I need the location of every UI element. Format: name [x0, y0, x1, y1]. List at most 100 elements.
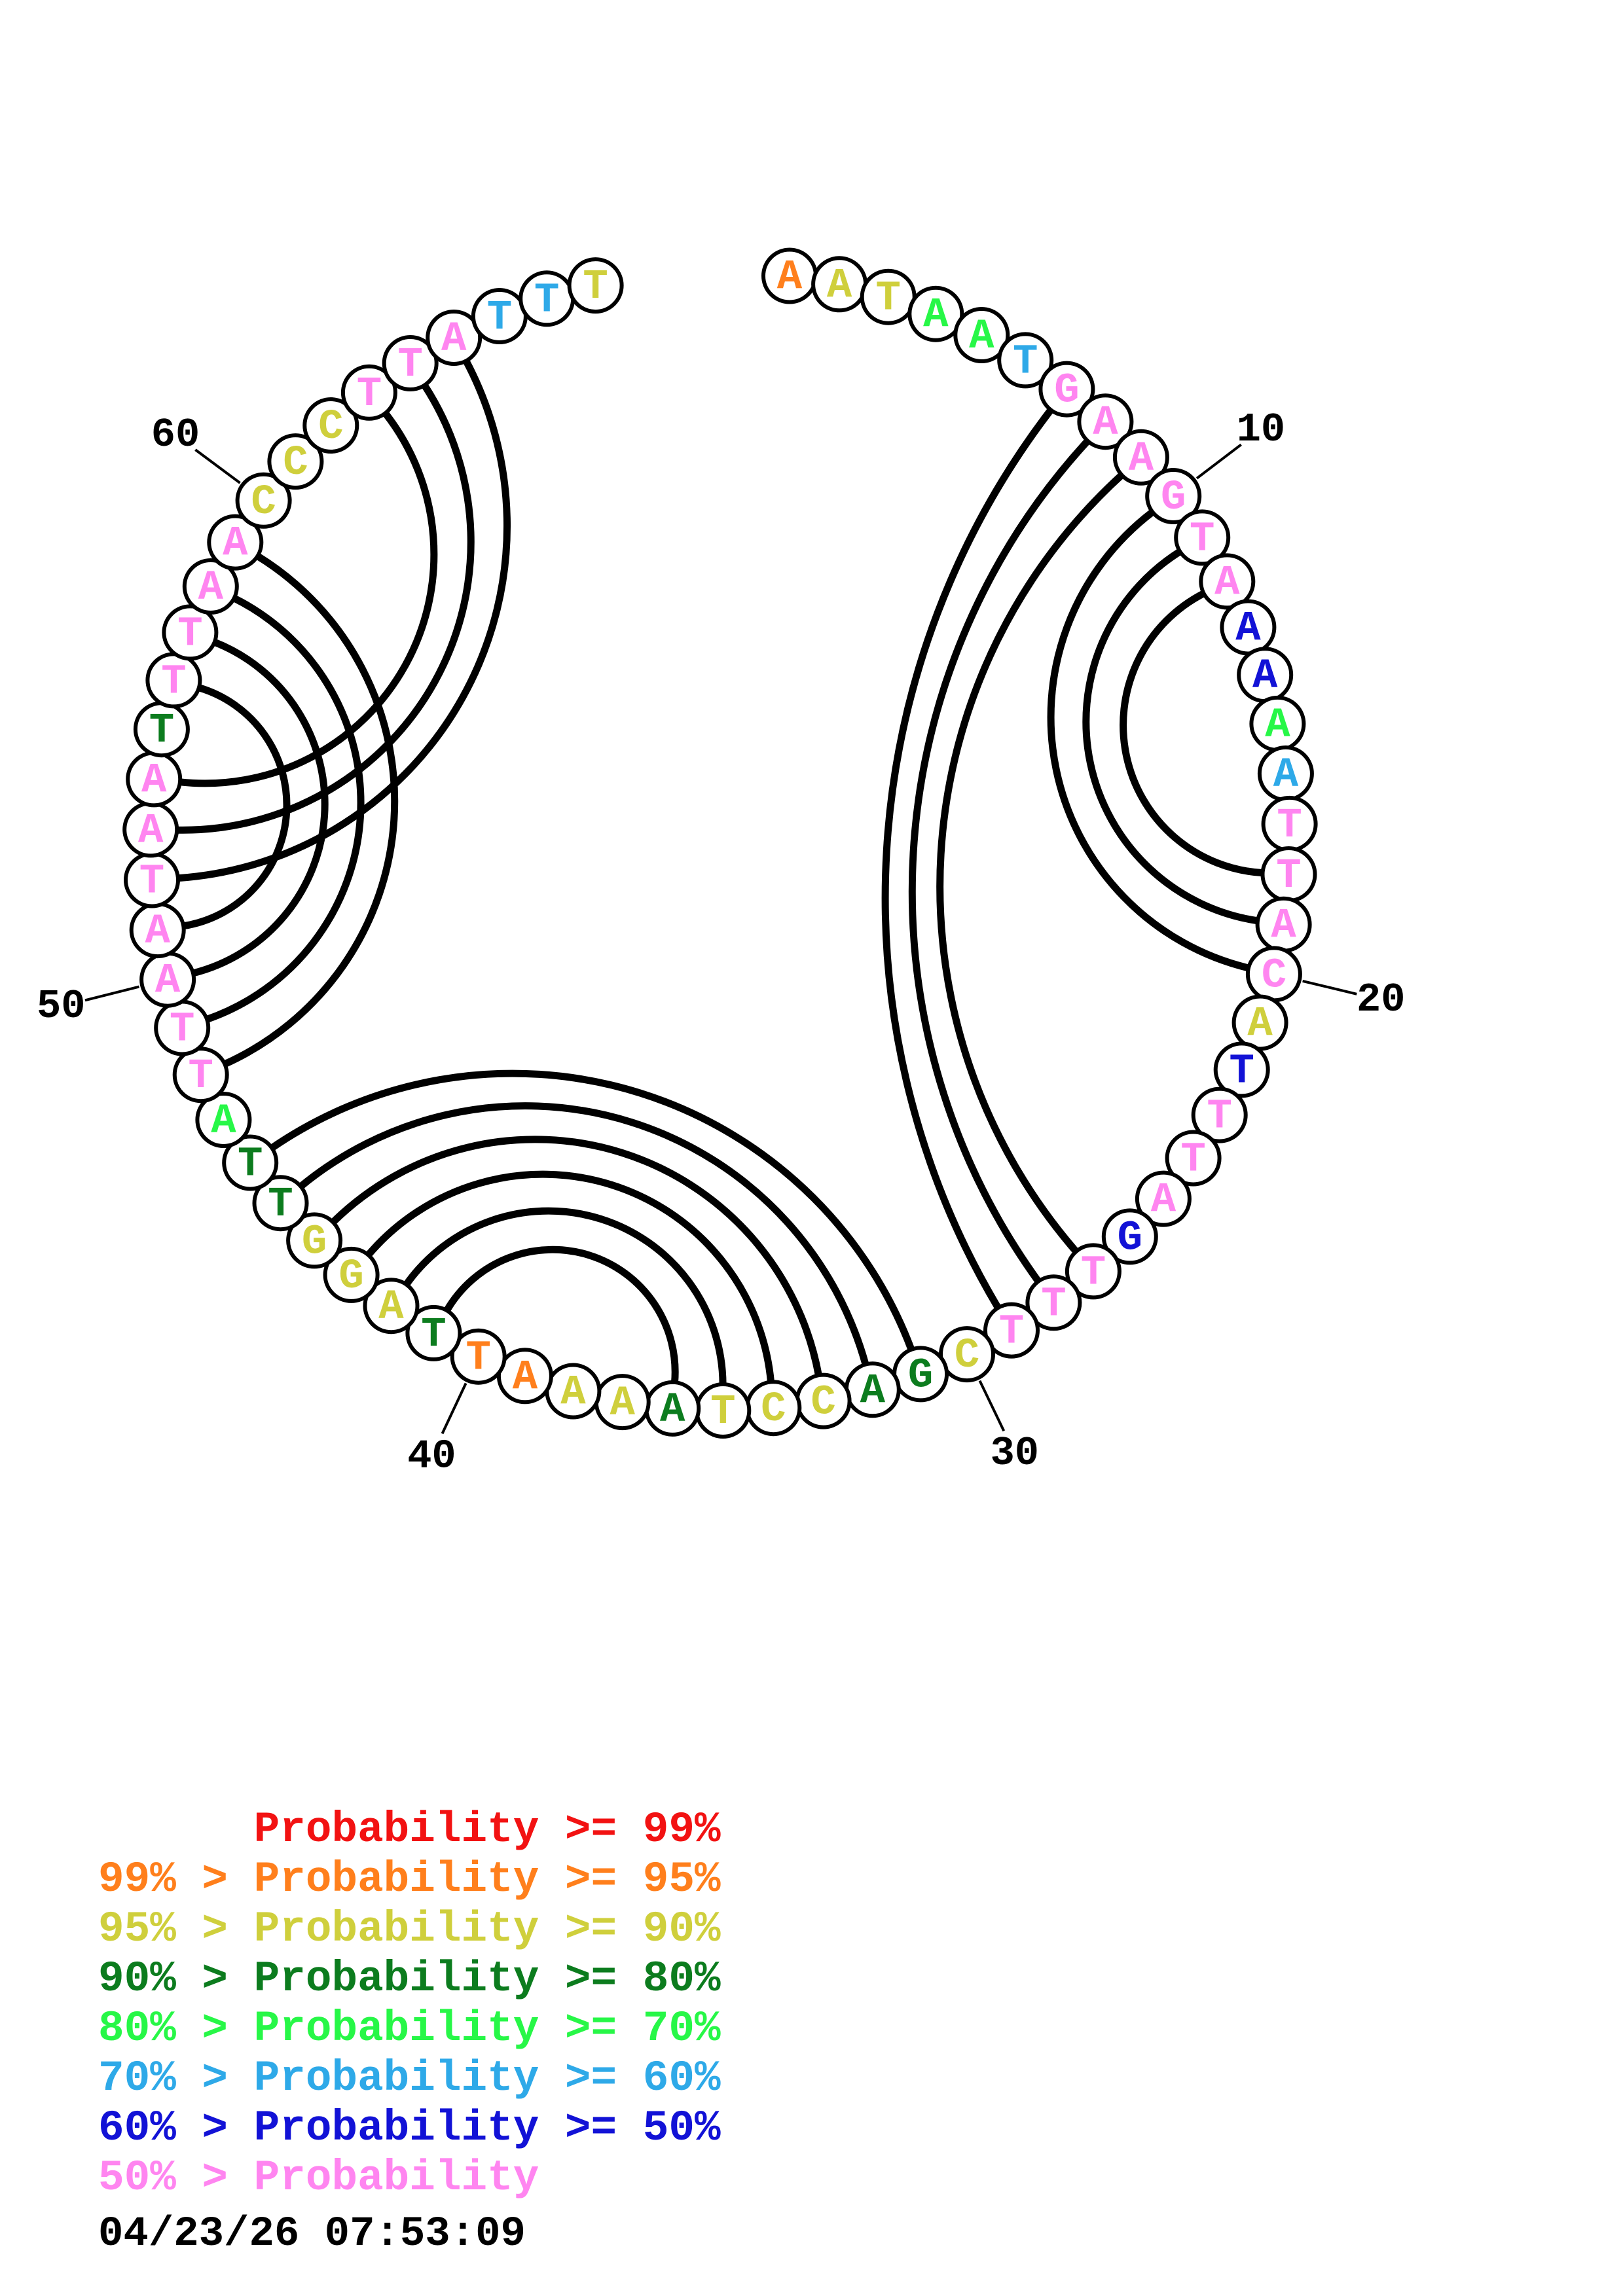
nucleotide-letter: A	[1265, 702, 1290, 749]
nucleotide-letter: C	[955, 1333, 979, 1380]
nucleotide-letter: T	[397, 342, 422, 389]
pair-arc	[173, 382, 475, 834]
pair-arc	[179, 684, 291, 930]
nucleotide-letter: A	[138, 808, 164, 855]
nucleotide-letter: T	[188, 1053, 213, 1100]
nucleotide-letter: G	[302, 1219, 327, 1266]
nucleotide-letter: T	[139, 859, 164, 906]
legend-line: 50% > Probability	[98, 2153, 539, 2202]
nucleotide-node	[235, 472, 292, 529]
nucleotide-letter: A	[827, 262, 852, 310]
nucleotide-node	[1077, 393, 1134, 450]
nucleotide-node	[953, 307, 1010, 363]
position-label-pointer	[1195, 443, 1242, 480]
position-label-pointer	[194, 448, 241, 484]
nucleotide-letter: A	[777, 255, 803, 302]
nucleotide-letter: T	[1180, 1137, 1205, 1184]
position-label: 40	[407, 1433, 456, 1479]
position-label: 20	[1357, 977, 1405, 1023]
nucleotide-letter: T	[1041, 1281, 1066, 1328]
nucleotide-letter: A	[969, 314, 994, 361]
probability-legend: Probability >= 99% 99% > Probability >= 9…	[98, 1805, 721, 2203]
nucleotide-letter: A	[441, 316, 467, 363]
nucleotide-letter: A	[141, 757, 167, 804]
nucleotide-node	[302, 397, 359, 454]
position-label: 60	[151, 412, 200, 458]
nucleotide-node	[567, 257, 624, 314]
nucleotide-letter: C	[811, 1380, 835, 1427]
nucleotide-letter: A	[198, 565, 224, 612]
nucleotide-letter: A	[1235, 606, 1261, 653]
nucleotide-node	[1101, 1208, 1158, 1265]
nucleotide-node	[1145, 468, 1202, 524]
pair-arc	[203, 594, 365, 1023]
nucleotide-letter: T	[1013, 338, 1038, 386]
nucleotide-letter: A	[923, 293, 949, 340]
nucleotide-node	[1191, 1086, 1248, 1143]
nucleotide-letter: T	[1190, 516, 1214, 563]
nucleotide-letter: A	[223, 521, 248, 568]
position-label-pointer	[978, 1380, 1006, 1432]
nucleotide-node	[1165, 1130, 1222, 1187]
nucleotide-node	[363, 1278, 420, 1335]
nucleotide-letter: A	[660, 1387, 685, 1434]
nucleotide-letter: G	[908, 1352, 933, 1399]
nucleotide-node	[1135, 1170, 1192, 1227]
nucleotide-letter: A	[1273, 752, 1299, 799]
nucleotide-node	[252, 1175, 309, 1232]
pair-arc	[908, 437, 1091, 1285]
nucleotide-node	[207, 514, 264, 571]
pair-arc	[221, 552, 399, 1068]
nucleotide-letter: C	[251, 479, 276, 526]
nucleotide-letter: T	[170, 1007, 194, 1054]
pair-arc	[189, 638, 329, 977]
nucleotide-node	[997, 332, 1054, 389]
nucleotide-node	[286, 1212, 343, 1269]
nucleotide-letter: T	[1276, 853, 1301, 900]
nucleotide-letter: T	[534, 277, 559, 324]
pair-arc	[329, 1136, 822, 1379]
legend-line: 95% > Probability >= 90%	[98, 1905, 721, 1954]
legend-line: 60% > Probability >= 50%	[98, 2104, 721, 2153]
nucleotide-letter: T	[177, 611, 202, 658]
nucleotide-letter: A	[1151, 1177, 1176, 1225]
nucleotide-node	[983, 1302, 1040, 1359]
nucleotide-letter: A	[1214, 560, 1240, 607]
pair-arc	[174, 357, 511, 882]
nucleotide-letter: T	[357, 371, 382, 418]
pair-arc	[1120, 590, 1267, 877]
nucleotide-letter: G	[1118, 1215, 1142, 1262]
pair-arc	[1047, 508, 1252, 972]
nucleotide-letter: T	[1277, 802, 1302, 850]
legend-line: 80% > Probability >= 70%	[98, 2004, 721, 2053]
nucleotide-letter: T	[238, 1141, 263, 1189]
nucleotide-letter: A	[560, 1370, 586, 1417]
pair-arc	[268, 1069, 915, 1354]
pair-arc	[936, 471, 1125, 1255]
nucleotide-letter: G	[338, 1253, 363, 1300]
nucleotide-node	[222, 1134, 279, 1191]
nucleotide-node	[195, 1092, 252, 1148]
nucleotide-letter: T	[268, 1181, 293, 1229]
nucleotide-letter: T	[1229, 1048, 1254, 1095]
nucleotide-node	[450, 1328, 507, 1385]
legend-line: 99% > Probability >= 95%	[98, 1855, 721, 1904]
nucleotide-letter: T	[1081, 1249, 1106, 1297]
nucleotide-letter: C	[1262, 952, 1286, 999]
nucleotide-letter: T	[710, 1389, 735, 1436]
pair-arc	[297, 1102, 869, 1369]
nucleotide-letter: A	[610, 1380, 635, 1427]
pair-arc	[1082, 548, 1262, 925]
nucleotide-letter: C	[318, 404, 343, 451]
pair-arc	[881, 406, 1055, 1312]
nucleotide-letter: C	[761, 1386, 786, 1433]
nucleotide-node	[907, 285, 964, 342]
timestamp: 04/23/26 07:53:09	[98, 2211, 526, 2258]
nucleotide-letter: A	[145, 908, 170, 956]
nucleotide-letter: T	[583, 264, 608, 311]
nucleotide-letter: T	[161, 658, 186, 706]
nucleotide-letter: A	[1252, 653, 1278, 700]
nucleotide-letter: A	[513, 1354, 538, 1401]
nucleotide-letter: G	[1161, 475, 1186, 522]
